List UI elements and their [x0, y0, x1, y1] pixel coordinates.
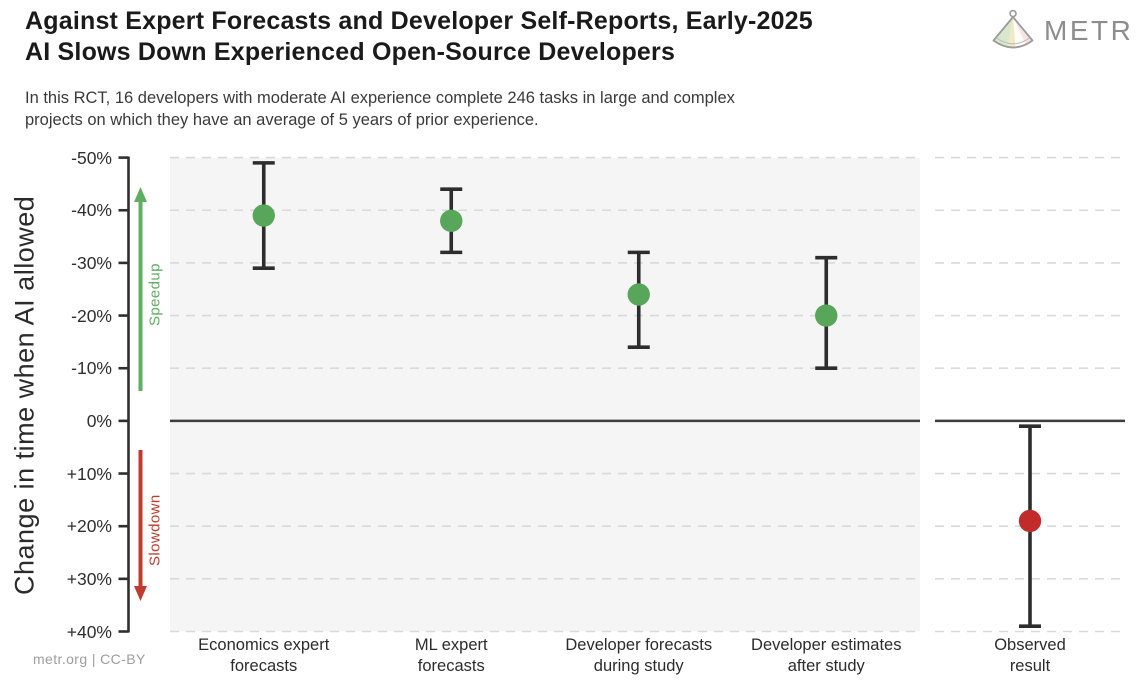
- category-label: ML expert forecasts: [414, 636, 488, 675]
- data-point: [1018, 509, 1042, 533]
- speedup-label: Speedup: [146, 263, 164, 327]
- page-title: Against Expert Forecasts and Developer S…: [25, 7, 813, 66]
- metr-logo: METR: [990, 9, 1132, 51]
- y-tick-label: +40%: [66, 621, 112, 642]
- slowdown-arrow-head: [134, 586, 147, 601]
- data-point: [252, 204, 275, 227]
- y-tick-label: +20%: [66, 516, 112, 537]
- y-tick-label: -50%: [71, 147, 112, 168]
- attribution-credit: metr.org | CC-BY: [33, 651, 146, 667]
- data-point: [440, 209, 463, 232]
- slowdown-label: Slowdown: [146, 494, 164, 566]
- y-tick-label: +10%: [66, 463, 112, 484]
- y-tick-label: -40%: [71, 200, 112, 221]
- chart-subtitle: In this RCT, 16 developers with moderate…: [25, 89, 735, 129]
- speedup-arrow-head: [134, 187, 147, 202]
- category-label: Developer forecasts during study: [565, 636, 713, 675]
- category-label: Observed result: [994, 636, 1066, 675]
- y-tick-label: 0%: [86, 410, 112, 431]
- metr-fan-icon: [992, 9, 1034, 49]
- category-label: Developer estimates after study: [751, 636, 902, 675]
- metr-wordmark: METR: [1044, 15, 1134, 46]
- category-label: Economics expert forecasts: [198, 636, 330, 675]
- y-tick-label: -10%: [71, 358, 112, 379]
- data-point: [627, 283, 650, 306]
- y-tick-label: -30%: [71, 252, 112, 273]
- main-panel-background: [170, 157, 920, 632]
- y-tick-label: -20%: [71, 305, 112, 326]
- y-tick-label: +30%: [66, 568, 112, 589]
- data-point: [815, 304, 838, 327]
- y-axis-title: Change in time when AI allowed: [9, 195, 40, 595]
